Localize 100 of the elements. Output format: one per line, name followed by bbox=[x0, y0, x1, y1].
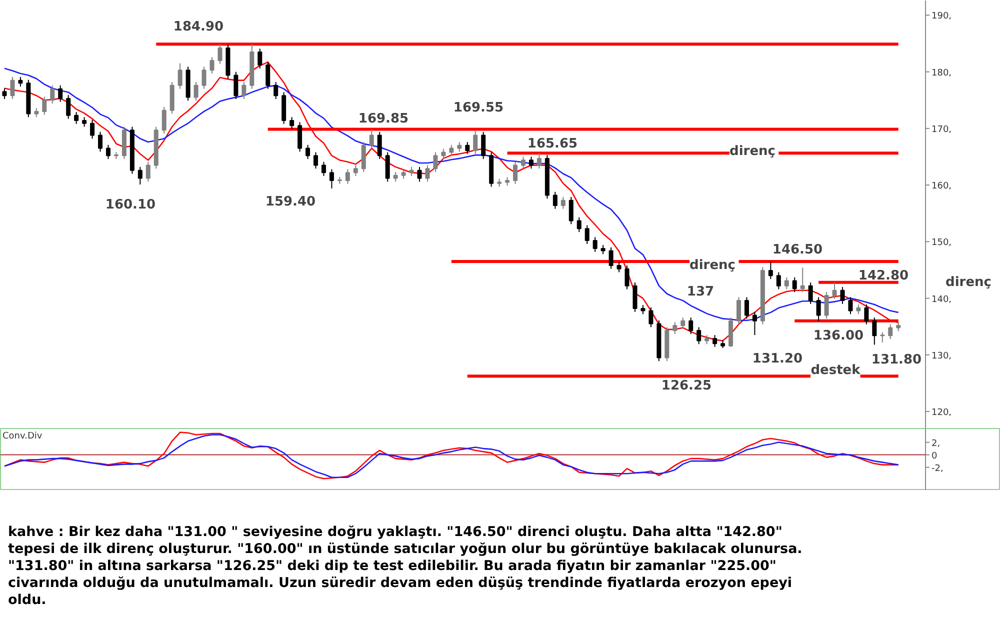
candlestick bbox=[306, 144, 310, 160]
candlestick bbox=[848, 296, 853, 315]
candlestick bbox=[449, 144, 454, 156]
annotation: 169.85 bbox=[358, 112, 409, 126]
candlestick bbox=[90, 119, 95, 140]
annotation: 136.00 bbox=[813, 328, 864, 344]
candlestick bbox=[712, 334, 718, 348]
candlestick bbox=[321, 161, 326, 177]
candlestick bbox=[608, 246, 614, 270]
candlestick bbox=[202, 66, 206, 90]
candlestick bbox=[162, 106, 166, 134]
candlestick bbox=[345, 168, 350, 184]
candlestick bbox=[560, 196, 566, 210]
candlestick bbox=[808, 282, 813, 304]
candlestick bbox=[377, 131, 382, 160]
candlestick bbox=[194, 82, 198, 102]
candlestick bbox=[792, 276, 797, 293]
candlestick bbox=[856, 304, 861, 315]
candlestick bbox=[18, 76, 23, 88]
candlestick bbox=[568, 196, 574, 225]
y-tick-label: 2, bbox=[932, 438, 940, 449]
y-tick-label: 130, bbox=[932, 351, 952, 362]
candlestick bbox=[106, 144, 110, 160]
candlestick bbox=[800, 267, 805, 293]
candlestick bbox=[473, 130, 478, 154]
candlestick bbox=[752, 311, 757, 336]
candlestick bbox=[393, 172, 398, 182]
candlestick bbox=[401, 168, 406, 180]
candlestick bbox=[880, 332, 885, 343]
candlestick bbox=[329, 168, 334, 189]
candlestick bbox=[513, 161, 518, 184]
candlestick bbox=[58, 84, 63, 102]
y-tick-label: 150, bbox=[932, 238, 952, 248]
candlestick bbox=[640, 304, 646, 315]
annotation: direnç bbox=[690, 258, 736, 273]
y-tick-label: 160, bbox=[932, 182, 952, 192]
candlestick bbox=[146, 161, 150, 182]
candlestick bbox=[776, 272, 781, 290]
candlestick bbox=[832, 282, 837, 300]
annotation: 126.25 bbox=[661, 378, 712, 394]
candlestick bbox=[210, 56, 214, 74]
candlestick bbox=[624, 264, 630, 290]
candlestick bbox=[361, 142, 366, 173]
candlestick bbox=[218, 44, 222, 64]
candlestick bbox=[864, 304, 869, 325]
candlestick bbox=[824, 292, 829, 320]
text: direnç bbox=[946, 275, 992, 290]
chart-title: Conv.Div bbox=[2, 432, 43, 442]
candlestick bbox=[744, 296, 749, 320]
annotation: 184.90 bbox=[173, 20, 224, 34]
candlestick bbox=[465, 142, 470, 154]
candlestick bbox=[313, 152, 318, 170]
candlestick bbox=[138, 166, 142, 185]
candlestick bbox=[74, 112, 79, 124]
y-tick-label: 190, bbox=[932, 12, 952, 22]
candlestick bbox=[369, 128, 374, 150]
candlestick bbox=[888, 324, 893, 340]
candlestick bbox=[584, 224, 590, 244]
candlestick bbox=[441, 148, 446, 160]
candlestick bbox=[433, 152, 438, 173]
text: kahve : Bir kez daha "131.00 " seviyesine doğru yaklaştı. "146.50" direnci oluştu. Daha altta "142.80" tepesi de ilk direnç oluşturur. "160.00" ın üstünde satıcılar yoğun olur bu görüntüye bakılacak olunursa. "131.80" in altına sarkarsa "126.25" deki dip te test edilebilir. Bu arada fiyatın bir zamanlar "225.00" civarında olduğu da unutulmamalı. Uzun süredir devam eden düşüş trendinde fiyatlarda erozyon epeyi oldu. bbox=[8, 524, 804, 609]
candlestick bbox=[632, 282, 638, 312]
candlestick bbox=[768, 260, 773, 280]
y-tick-label: 180, bbox=[932, 68, 952, 78]
candlestick bbox=[816, 296, 821, 322]
candlestick bbox=[298, 122, 302, 152]
annotation: destek bbox=[810, 363, 861, 378]
candlestick bbox=[425, 164, 430, 182]
annotation: 131.20 bbox=[752, 352, 803, 366]
annotation: 146.50 bbox=[772, 242, 823, 258]
candlestick bbox=[696, 326, 702, 345]
candlestick bbox=[178, 62, 182, 90]
candlestick bbox=[896, 322, 901, 332]
candlestick bbox=[42, 96, 47, 116]
candlestick bbox=[521, 156, 526, 170]
candlestick bbox=[242, 82, 246, 100]
candlestick bbox=[481, 131, 486, 160]
candlestick bbox=[290, 116, 294, 130]
candlestick bbox=[576, 216, 582, 233]
candlestick bbox=[2, 88, 7, 100]
candlestick bbox=[10, 76, 15, 100]
y-tick-label: 120, bbox=[932, 408, 952, 418]
annotation: direnç bbox=[730, 144, 776, 159]
candlestick bbox=[274, 82, 278, 100]
candlestick bbox=[66, 94, 71, 120]
candlestick bbox=[704, 334, 710, 345]
annotation: 169.55 bbox=[453, 100, 504, 116]
candlestick bbox=[552, 191, 558, 210]
candlestick bbox=[872, 317, 877, 346]
candlestick bbox=[736, 296, 741, 325]
annotation: 165.65 bbox=[527, 136, 578, 152]
y-tick-label: -2, bbox=[932, 464, 944, 474]
candlestick bbox=[385, 152, 390, 182]
candlestick bbox=[840, 286, 845, 304]
candlestick bbox=[616, 262, 622, 273]
candlestick bbox=[784, 276, 789, 290]
candlestick bbox=[409, 166, 414, 177]
annotation: 160.10 bbox=[105, 198, 156, 212]
candlestick bbox=[34, 108, 39, 118]
candlestick bbox=[528, 156, 534, 170]
